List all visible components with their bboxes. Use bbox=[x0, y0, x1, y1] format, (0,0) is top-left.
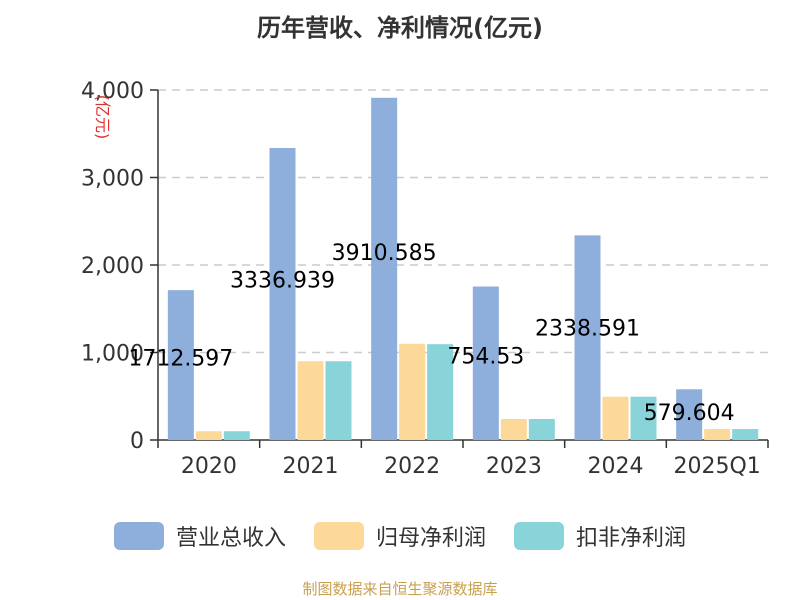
y-tick-label: 0 bbox=[130, 429, 144, 454]
data-label: 579.604 bbox=[644, 401, 735, 426]
data-label: 3910.585 bbox=[332, 241, 437, 266]
bar-net-profit-parent bbox=[399, 343, 426, 440]
bar-net-profit-nonrecurring bbox=[427, 344, 454, 440]
bar-net-profit-nonrecurring bbox=[732, 429, 759, 440]
bar-revenue bbox=[371, 97, 398, 440]
bar-net-profit-nonrecurring bbox=[223, 431, 250, 440]
data-label: 1712.597 bbox=[128, 347, 233, 372]
y-tick-label: 2,000 bbox=[81, 254, 144, 279]
data-label: 3336.939 bbox=[230, 268, 335, 293]
bar-revenue bbox=[167, 290, 194, 440]
y-tick-label: 4,000 bbox=[81, 79, 144, 104]
chart-title: 历年营收、净利情况(亿元) bbox=[257, 14, 543, 42]
y-axis-unit: (亿元) bbox=[93, 95, 112, 140]
bar-revenue bbox=[574, 235, 601, 440]
bar-revenue bbox=[472, 286, 499, 440]
x-tick-label: 2021 bbox=[283, 454, 339, 479]
legend-label-revenue: 营业总收入 bbox=[175, 526, 286, 551]
legend-item-net-profit-nonrecurring[interactable]: 扣非净利润 bbox=[514, 520, 686, 552]
source-note: 制图数据来自恒生聚源数据库 bbox=[302, 580, 498, 598]
bar-net-profit-parent bbox=[704, 429, 731, 440]
bar-net-profit-parent bbox=[602, 396, 629, 440]
legend-swatch-net-profit-parent bbox=[313, 522, 364, 550]
x-tick-label: 2022 bbox=[384, 454, 440, 479]
bar-revenue bbox=[269, 148, 296, 441]
bar-net-profit-parent bbox=[195, 431, 222, 440]
x-tick-label: 2024 bbox=[588, 454, 644, 479]
bar-net-profit-nonrecurring bbox=[630, 396, 657, 440]
bar-revenue bbox=[676, 389, 703, 440]
legend-item-revenue[interactable]: 营业总收入 bbox=[113, 520, 286, 552]
chart-legend: 营业总收入 归母净利润 扣非净利润 bbox=[0, 520, 800, 552]
x-tick-label: 2025Q1 bbox=[674, 454, 761, 479]
legend-swatch-revenue bbox=[113, 522, 164, 550]
bar-net-profit-parent bbox=[500, 419, 527, 440]
bar-net-profit-parent bbox=[297, 361, 324, 440]
data-label: 754.53 bbox=[447, 345, 524, 370]
x-tick-label: 2020 bbox=[181, 454, 237, 479]
y-tick-label: 1,000 bbox=[81, 342, 144, 367]
y-tick-label: 3,000 bbox=[81, 167, 144, 192]
bar-net-profit-nonrecurring bbox=[325, 361, 352, 440]
data-label: 2338.591 bbox=[535, 316, 640, 341]
x-tick-label: 2023 bbox=[486, 454, 542, 479]
legend-label-net-profit-nonrecurring: 扣非净利润 bbox=[576, 526, 687, 551]
legend-label-net-profit-parent: 归母净利润 bbox=[375, 526, 486, 551]
bar-net-profit-nonrecurring bbox=[528, 419, 555, 440]
legend-swatch-net-profit-nonrecurring bbox=[514, 522, 564, 550]
legend-item-net-profit-parent[interactable]: 归母净利润 bbox=[313, 520, 486, 552]
